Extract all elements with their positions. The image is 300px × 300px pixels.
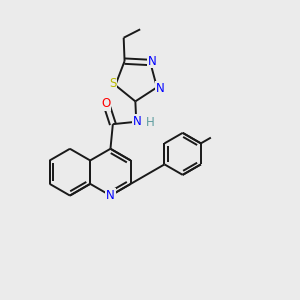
Text: N: N xyxy=(156,82,164,95)
Text: S: S xyxy=(109,77,117,91)
Text: N: N xyxy=(133,115,142,128)
Text: H: H xyxy=(146,116,155,129)
Text: N: N xyxy=(106,189,115,202)
Text: O: O xyxy=(101,97,111,110)
Text: N: N xyxy=(148,55,157,68)
